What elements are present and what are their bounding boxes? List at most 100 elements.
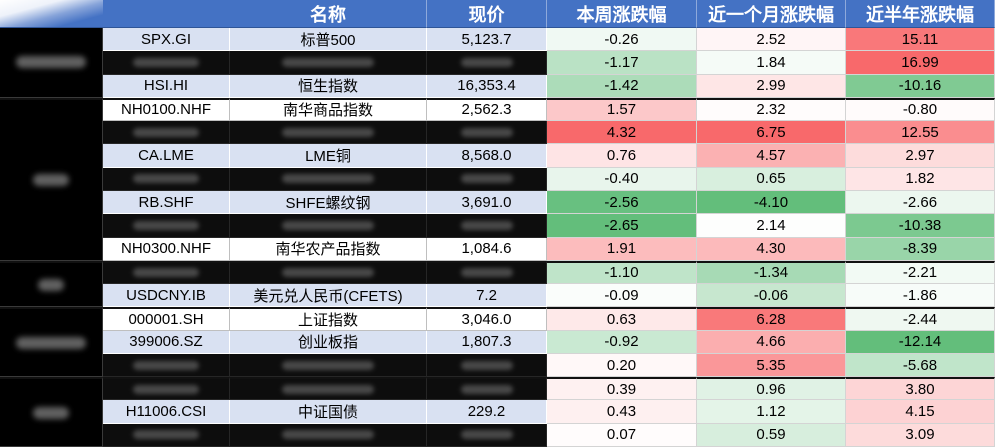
name-cell: LME铜 [230,144,427,168]
month-change-cell: 6.28 [697,307,846,331]
category-cell [0,260,103,308]
half-year-change-cell: -5.68 [846,353,995,378]
obscured-text [133,174,199,184]
obscured-text [133,268,199,278]
redacted-name-cell [230,214,427,238]
month-change-cell: -1.34 [697,260,846,285]
obscured-text [133,430,199,440]
header-price: 现价 [427,0,547,28]
redacted-name-cell [230,353,427,378]
name-cell: 南华农产品指数 [230,237,427,261]
code-cell: RB.SHF [103,190,230,215]
redacted-code-cell [103,121,230,145]
week-change-cell: 1.57 [547,97,697,122]
redacted-name-cell [230,51,427,75]
name-cell: 创业板指 [230,330,427,354]
redacted-name-cell [230,167,427,191]
month-change-cell: 1.84 [697,51,846,75]
month-change-cell: 0.65 [697,167,846,191]
header-name: 名称 [230,0,427,28]
obscured-text [133,127,199,137]
obscured-text [133,384,199,394]
week-change-cell: -1.10 [547,260,697,285]
half-year-change-cell: 2.97 [846,144,995,168]
month-change-cell: -0.06 [697,284,846,308]
month-change-cell: -4.10 [697,190,846,215]
month-change-cell: 2.14 [697,214,846,238]
week-change-cell: 0.20 [547,353,697,378]
redacted-price-cell [427,377,547,401]
month-change-cell: 4.30 [697,237,846,261]
header-half-year-change: 近半年涨跌幅 [846,0,995,28]
obscured-text [460,127,513,137]
obscured-label [16,336,86,349]
redacted-price-cell [427,167,547,191]
code-cell: HSI.HI [103,74,230,98]
obscured-text [282,430,374,440]
name-cell: 标普500 [230,28,427,52]
header-code [103,0,230,28]
half-year-change-cell: 12.55 [846,121,995,145]
code-cell: NH0300.NHF [103,237,230,261]
price-cell: 3,691.0 [427,190,547,215]
obscured-text [282,384,374,394]
half-year-change-cell: -1.86 [846,284,995,308]
redacted-price-cell [427,51,547,75]
month-change-cell: 6.75 [697,121,846,145]
half-year-change-cell: -0.80 [846,97,995,122]
code-cell: 000001.SH [103,307,230,331]
obscured-text [282,174,374,184]
half-year-change-cell: -10.38 [846,214,995,238]
redacted-code-cell [103,260,230,285]
redacted-code-cell [103,51,230,75]
redacted-name-cell [230,121,427,145]
redacted-name-cell [230,260,427,285]
week-change-cell: -1.42 [547,74,697,98]
month-change-cell: 4.66 [697,330,846,354]
obscured-label [33,173,69,186]
obscured-text [460,174,513,184]
obscured-text [282,220,374,230]
week-change-cell: -0.09 [547,284,697,308]
name-cell: 恒生指数 [230,74,427,98]
month-change-cell: 5.35 [697,353,846,378]
month-change-cell: 4.57 [697,144,846,168]
redacted-price-cell [427,214,547,238]
obscured-label [33,406,69,419]
code-cell: SPX.GI [103,28,230,52]
week-change-cell: -2.65 [547,214,697,238]
month-change-cell: 2.32 [697,97,846,122]
week-change-cell: 0.39 [547,377,697,401]
redacted-price-cell [427,423,547,447]
name-cell: 上证指数 [230,307,427,331]
obscured-text [282,360,374,370]
half-year-change-cell: -8.39 [846,237,995,261]
half-year-change-cell: 4.15 [846,400,995,424]
week-change-cell: 1.91 [547,237,697,261]
price-cell: 3,046.0 [427,307,547,331]
week-change-cell: 0.07 [547,423,697,447]
name-cell: SHFE螺纹钢 [230,190,427,215]
obscured-text [133,360,199,370]
price-cell: 5,123.7 [427,28,547,52]
price-cell: 229.2 [427,400,547,424]
price-cell: 8,568.0 [427,144,547,168]
category-cell [0,377,103,447]
price-cell: 7.2 [427,284,547,308]
half-year-change-cell: -2.66 [846,190,995,215]
month-change-cell: 0.96 [697,377,846,401]
header-week-change: 本周涨跌幅 [547,0,697,28]
obscured-text [460,384,513,394]
code-cell: NH0100.NHF [103,97,230,122]
code-cell: 399006.SZ [103,330,230,354]
category-cell [0,307,103,378]
price-cell: 16,353.4 [427,74,547,98]
week-change-cell: 0.76 [547,144,697,168]
code-cell: USDCNY.IB [103,284,230,308]
redacted-price-cell [427,260,547,285]
half-year-change-cell: 1.82 [846,167,995,191]
name-cell: 中证国债 [230,400,427,424]
half-year-change-cell: 16.99 [846,51,995,75]
obscured-text [460,268,513,278]
